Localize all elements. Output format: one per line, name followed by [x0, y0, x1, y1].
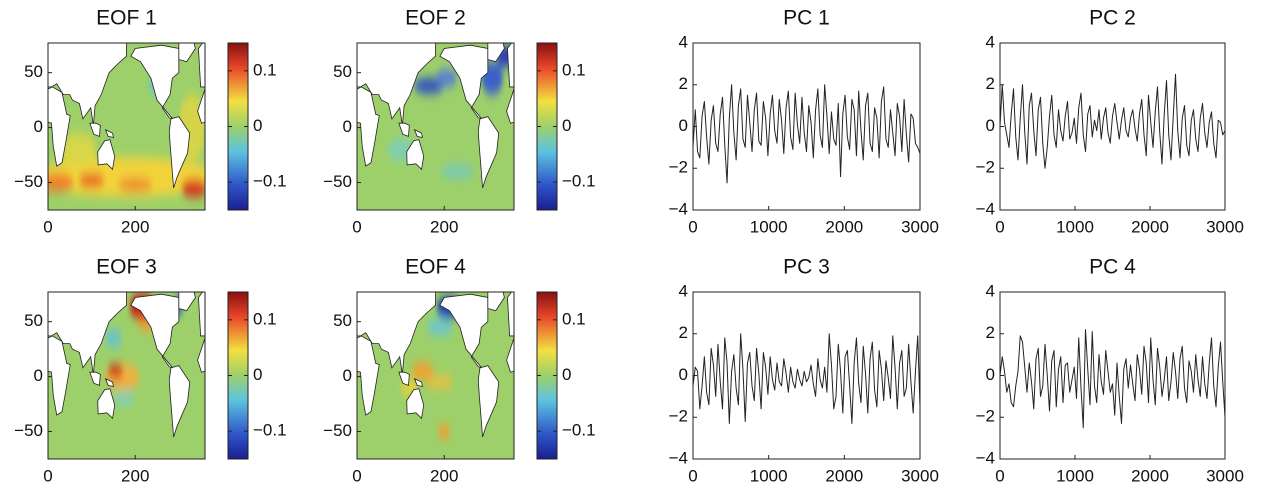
x-tick-label: 0 — [995, 217, 1004, 236]
series-line — [999, 329, 1226, 429]
axes-frame — [47, 42, 206, 211]
y-tick-label: 0 — [34, 366, 43, 385]
x-tick-label: 0 — [352, 217, 361, 236]
panel-title: EOF 4 — [405, 256, 466, 279]
map-image — [357, 292, 514, 459]
y-tick-label: −4 — [976, 448, 995, 467]
x-tick-label: 200 — [121, 217, 149, 236]
colorbar-tick-label: −0.1 — [562, 421, 596, 440]
x-tick-label: 2000 — [1131, 466, 1169, 485]
x-tick-label: 1000 — [750, 466, 788, 485]
colorbar-tick-label: 0 — [562, 365, 571, 384]
x-tick-label: 2000 — [825, 466, 863, 485]
series-line — [692, 84, 921, 184]
y-tick-label: 0 — [679, 365, 688, 384]
y-tick-label: −50 — [323, 421, 352, 440]
panel-title: EOF 1 — [96, 7, 157, 30]
x-tick-label: 1000 — [1056, 466, 1094, 485]
y-tick-label: 0 — [679, 116, 688, 135]
map-image — [48, 292, 205, 459]
colorbar-tick-label: 0 — [253, 365, 262, 384]
y-tick-label: 2 — [986, 323, 995, 342]
panel-title: PC 2 — [1089, 7, 1136, 30]
y-tick-label: 2 — [986, 74, 995, 93]
y-tick-label: −4 — [976, 199, 995, 218]
y-tick-label: −2 — [669, 407, 688, 426]
panel-title: PC 1 — [783, 7, 830, 30]
x-tick-label: 2000 — [825, 217, 863, 236]
axes-frame — [356, 42, 515, 211]
y-tick-label: 2 — [679, 323, 688, 342]
axes-frame — [692, 42, 921, 211]
x-tick-label: 0 — [352, 466, 361, 485]
y-tick-label: 0 — [343, 117, 352, 136]
panel-title: PC 4 — [1089, 256, 1136, 279]
y-tick-label: 4 — [986, 32, 995, 51]
x-tick-label: 3000 — [901, 217, 939, 236]
panel-title: PC 3 — [783, 256, 830, 279]
x-tick-label: 2000 — [1131, 217, 1169, 236]
y-tick-label: −2 — [976, 158, 995, 177]
colorbar-tick-label: −0.1 — [562, 172, 596, 191]
y-tick-label: 4 — [679, 32, 688, 51]
x-tick-label: 3000 — [1206, 466, 1244, 485]
x-tick-label: 200 — [430, 466, 458, 485]
map-image — [48, 43, 205, 210]
x-tick-label: 0 — [43, 466, 52, 485]
x-tick-label: 3000 — [1206, 217, 1244, 236]
y-tick-label: −50 — [323, 172, 352, 191]
x-tick-label: 200 — [430, 217, 458, 236]
series-line — [999, 73, 1226, 169]
x-tick-label: 0 — [688, 217, 697, 236]
y-tick-label: −2 — [669, 158, 688, 177]
y-tick-label: 50 — [24, 62, 43, 81]
x-tick-label: 0 — [43, 217, 52, 236]
y-tick-label: −4 — [669, 448, 688, 467]
x-tick-label: 3000 — [901, 466, 939, 485]
y-tick-label: −2 — [976, 407, 995, 426]
axes-frame — [356, 291, 515, 460]
panel-title: EOF 2 — [405, 7, 466, 30]
panel-title: EOF 3 — [96, 256, 157, 279]
colorbar-tick-label: −0.1 — [253, 172, 287, 191]
x-tick-label: 0 — [995, 466, 1004, 485]
x-tick-label: 1000 — [750, 217, 788, 236]
y-tick-label: 0 — [986, 116, 995, 135]
y-tick-label: −50 — [14, 172, 43, 191]
map-image — [357, 43, 514, 210]
axes-frame — [692, 291, 921, 460]
x-tick-label: 0 — [688, 466, 697, 485]
y-tick-label: 2 — [679, 74, 688, 93]
x-tick-label: 200 — [121, 466, 149, 485]
y-tick-label: −50 — [14, 421, 43, 440]
colorbar-tick-label: −0.1 — [253, 421, 287, 440]
colorbar-tick-label: 0.1 — [253, 309, 277, 328]
y-tick-label: 4 — [679, 281, 688, 300]
series-line — [692, 333, 921, 425]
y-tick-label: 0 — [34, 117, 43, 136]
colorbar-tick-label: 0.1 — [562, 309, 586, 328]
y-tick-label: 50 — [333, 62, 352, 81]
y-tick-label: 0 — [986, 365, 995, 384]
colorbar-tick-label: 0.1 — [253, 60, 277, 79]
axes-frame — [47, 291, 206, 460]
y-tick-label: −4 — [669, 199, 688, 218]
y-tick-label: 4 — [986, 281, 995, 300]
colorbar-tick-label: 0.1 — [562, 60, 586, 79]
y-tick-label: 50 — [24, 311, 43, 330]
y-tick-label: 0 — [343, 366, 352, 385]
colorbar-tick-label: 0 — [562, 116, 571, 135]
colorbar-tick-label: 0 — [253, 116, 262, 135]
y-tick-label: 50 — [333, 311, 352, 330]
x-tick-label: 1000 — [1056, 217, 1094, 236]
